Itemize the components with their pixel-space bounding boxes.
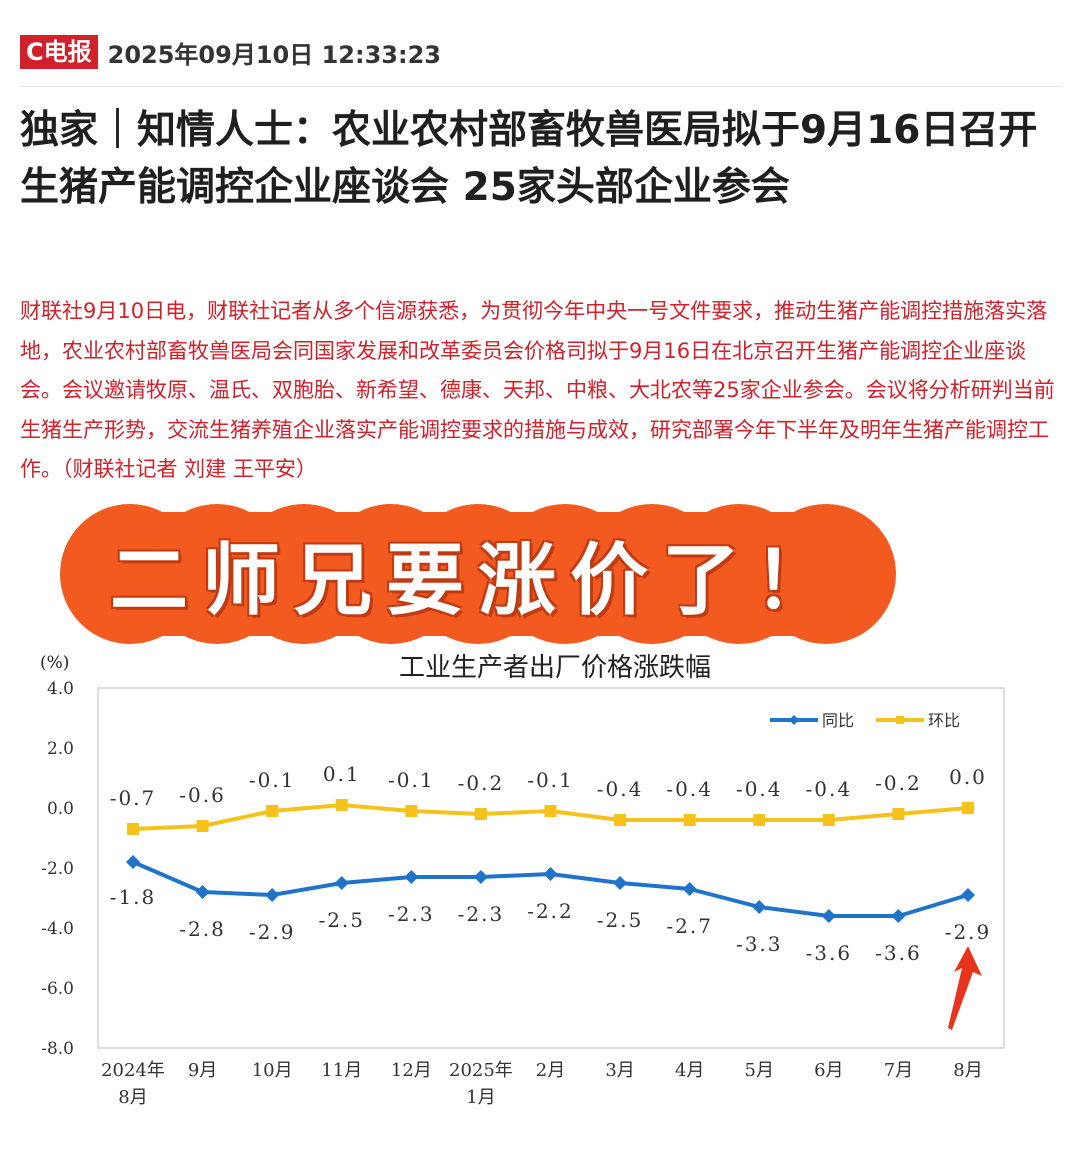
legend-marker bbox=[896, 716, 904, 724]
data-label: -3.6 bbox=[875, 941, 922, 965]
data-label: -0.4 bbox=[666, 777, 713, 801]
brand-logo: C电报 bbox=[20, 35, 98, 69]
data-point bbox=[961, 888, 975, 902]
y-tick-label: 4.0 bbox=[47, 679, 74, 699]
data-label: -0.2 bbox=[875, 771, 922, 795]
data-point bbox=[473, 870, 488, 884]
data-label: -0.1 bbox=[249, 768, 296, 792]
banner-text: 二师兄要涨价了！ bbox=[109, 536, 846, 626]
article-body: 财联社9月10日电，财联社记者从多个信源获悉，为贯彻今年中央一号文件要求，推动生… bbox=[20, 299, 1055, 481]
data-label: -0.1 bbox=[388, 768, 435, 792]
data-point bbox=[962, 802, 974, 814]
x-tick-label: 12月 bbox=[391, 1060, 432, 1081]
data-point bbox=[892, 808, 905, 820]
data-point bbox=[613, 876, 628, 890]
data-label: -2.3 bbox=[458, 902, 505, 926]
data-label: -0.7 bbox=[110, 786, 157, 810]
data-point bbox=[891, 909, 906, 923]
data-point bbox=[683, 814, 696, 826]
data-label: -2.9 bbox=[945, 920, 992, 944]
x-tick-label: 5月 bbox=[745, 1060, 774, 1081]
article-headline: 独家｜知情人士：农业农村部畜牧兽医局拟于9月16日召开生猪产能调控企业座谈会 2… bbox=[20, 108, 1038, 210]
data-point bbox=[334, 876, 349, 890]
header-bar: C电报 2025年09月10日 12:33:23 bbox=[20, 34, 441, 70]
data-label: -2.7 bbox=[666, 914, 713, 938]
plot-area bbox=[97, 687, 1005, 1049]
data-label: 0.1 bbox=[323, 762, 361, 786]
red-arrow-icon bbox=[948, 946, 982, 1030]
legend-label: 环比 bbox=[928, 711, 960, 730]
data-label: -2.8 bbox=[179, 917, 226, 941]
data-point bbox=[404, 870, 419, 884]
data-point bbox=[682, 882, 697, 896]
banner-scalloped-bg bbox=[60, 504, 896, 644]
data-point bbox=[196, 820, 209, 832]
data-label: -0.4 bbox=[597, 777, 644, 801]
data-point bbox=[821, 909, 836, 923]
header-divider bbox=[20, 86, 1062, 87]
data-label: -3.6 bbox=[806, 941, 853, 965]
data-label: -0.2 bbox=[458, 771, 505, 795]
y-axis: 4.0 2.0 0.0 -2.0 -4.0 -6.0 -8.0 bbox=[41, 679, 74, 1059]
x-tick-label: 11月 bbox=[321, 1060, 362, 1081]
x-tick-label: 2月 bbox=[536, 1060, 565, 1081]
data-label: -2.9 bbox=[249, 920, 296, 944]
x-tick-label: 9月 bbox=[188, 1060, 217, 1081]
banner-scallop bbox=[756, 504, 896, 644]
y-tick-label: 0.0 bbox=[47, 799, 74, 819]
x-tick-label: 3月 bbox=[605, 1060, 634, 1081]
data-point bbox=[753, 814, 766, 826]
annotation-arrow bbox=[948, 946, 982, 1030]
publish-datetime: 2025年09月10日 12:33:23 bbox=[107, 40, 441, 69]
data-point bbox=[335, 799, 348, 811]
data-point bbox=[126, 855, 140, 869]
x-tick-label: 6月 bbox=[814, 1060, 843, 1081]
series-layer: -1.8 -2.8 -2.9 -2.5 -2.3 -2.3 -2.2 -2.5 -2.7 -3.3… bbox=[110, 762, 992, 965]
data-point bbox=[405, 805, 418, 817]
data-point bbox=[752, 900, 767, 914]
data-point bbox=[265, 888, 280, 902]
chart-legend: 同比 环比 bbox=[770, 711, 960, 730]
x-tick-label: 8月 bbox=[953, 1060, 982, 1081]
data-label: -1.8 bbox=[110, 885, 157, 909]
data-label: -0.6 bbox=[179, 783, 226, 807]
data-label: -0.1 bbox=[527, 768, 574, 792]
legend-label: 同比 bbox=[822, 711, 854, 730]
data-point bbox=[474, 808, 487, 820]
data-label: -2.5 bbox=[318, 908, 365, 932]
data-label: 0.0 bbox=[949, 765, 987, 789]
y-tick-label: -4.0 bbox=[41, 919, 74, 939]
y-tick-label: -8.0 bbox=[41, 1039, 74, 1059]
chart-title: 工业生产者出厂价格涨跌幅 bbox=[399, 653, 711, 683]
data-label: -0.4 bbox=[806, 777, 853, 801]
data-label: -2.2 bbox=[527, 899, 574, 923]
y-tick-label: -2.0 bbox=[41, 859, 74, 879]
data-point bbox=[822, 814, 835, 826]
y-tick-label: -6.0 bbox=[41, 979, 74, 999]
legend-marker bbox=[789, 715, 799, 725]
ppi-line-chart: (%) 工业生产者出厂价格涨跌幅 4.0 2.0 0.0 -2.0 -4.0 -6.0 -8… bbox=[40, 653, 1005, 1108]
x-tick-label: 7月 bbox=[884, 1060, 913, 1081]
x-tick-label: 2025年 bbox=[449, 1060, 513, 1081]
data-label: -2.5 bbox=[597, 908, 644, 932]
data-point bbox=[127, 823, 139, 835]
data-label: -0.4 bbox=[736, 777, 783, 801]
data-point bbox=[614, 814, 627, 826]
data-label: -3.3 bbox=[736, 932, 783, 956]
x-tick-label: 10月 bbox=[252, 1060, 293, 1081]
data-point bbox=[266, 805, 279, 817]
y-tick-label: 2.0 bbox=[47, 739, 74, 759]
x-tick-label: 8月 bbox=[118, 1087, 147, 1108]
data-point bbox=[543, 867, 558, 881]
x-tick-label: 1月 bbox=[466, 1087, 495, 1108]
x-tick-label: 4月 bbox=[675, 1060, 704, 1081]
data-point bbox=[544, 805, 557, 817]
promo-banner: 二师兄要涨价了！ bbox=[60, 500, 896, 648]
x-axis: 2024年 8月 9月 10月 11月 12月 2025年 1月 2月 3月 4月 5月 6月 7月 8月 bbox=[101, 1060, 983, 1108]
data-point bbox=[195, 885, 210, 899]
x-tick-label: 2024年 bbox=[101, 1060, 165, 1081]
y-axis-unit: (%) bbox=[40, 653, 69, 673]
data-label: -2.3 bbox=[388, 902, 435, 926]
